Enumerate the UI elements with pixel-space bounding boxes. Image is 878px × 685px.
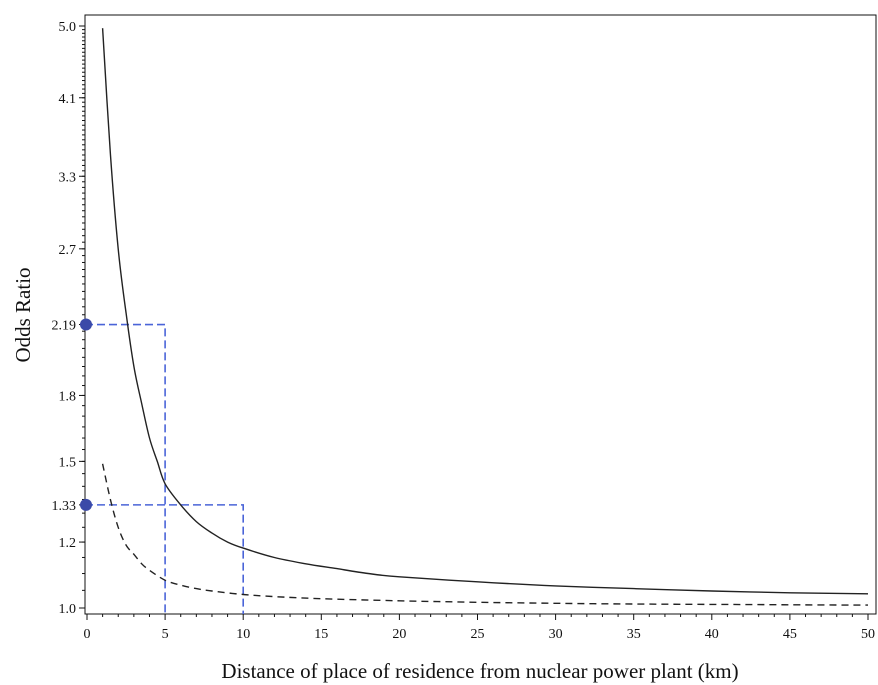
x-tick-label: 20: [392, 627, 406, 642]
y-tick-label: 1.33: [52, 499, 77, 514]
series-layer: [101, 28, 869, 606]
y-tick-label: 1.2: [59, 536, 77, 551]
reference-marker: [80, 318, 92, 331]
dashed-curve: [101, 463, 869, 606]
minor-ticks: [82, 25, 853, 617]
x-tick-label: 5: [162, 627, 169, 642]
y-axis-title: Odds Ratio: [11, 267, 35, 362]
reference-line: [85, 504, 244, 614]
reference-markers: [80, 318, 92, 511]
x-tick-label: 40: [705, 627, 719, 642]
x-axis: 0 5 10 15 20 25 30 35 40 45 50: [84, 614, 875, 642]
solid-curve: [101, 28, 869, 595]
x-tick-label: 0: [84, 627, 91, 642]
x-tick-label: 50: [861, 627, 875, 642]
plot-frame: [84, 14, 877, 615]
x-tick-label: 45: [783, 627, 797, 642]
x-axis-title: Distance of place of residence from nucl…: [221, 659, 738, 683]
y-tick-label: 3.3: [59, 170, 77, 185]
x-tick-label: 25: [471, 627, 485, 642]
y-tick-label: 4.1: [59, 92, 77, 107]
y-axis: 1.0 1.2 1.33 1.5 1.8 2.19 2.7 3.3 4.1 5.0: [52, 20, 85, 617]
x-tick-label: 30: [549, 627, 563, 642]
y-tick-label: 2.7: [59, 243, 77, 258]
x-tick-label: 15: [314, 627, 328, 642]
y-tick-label: 2.19: [52, 319, 77, 334]
y-tick-label: 5.0: [59, 20, 77, 35]
x-tick-label: 10: [236, 627, 250, 642]
y-tick-label: 1.8: [59, 389, 77, 404]
reference-marker: [80, 498, 92, 511]
y-tick-label: 1.0: [59, 602, 77, 617]
reference-line: [85, 323, 166, 614]
y-tick-label: 1.5: [59, 455, 77, 470]
x-tick-label: 35: [627, 627, 641, 642]
reference-lines: [85, 323, 244, 614]
